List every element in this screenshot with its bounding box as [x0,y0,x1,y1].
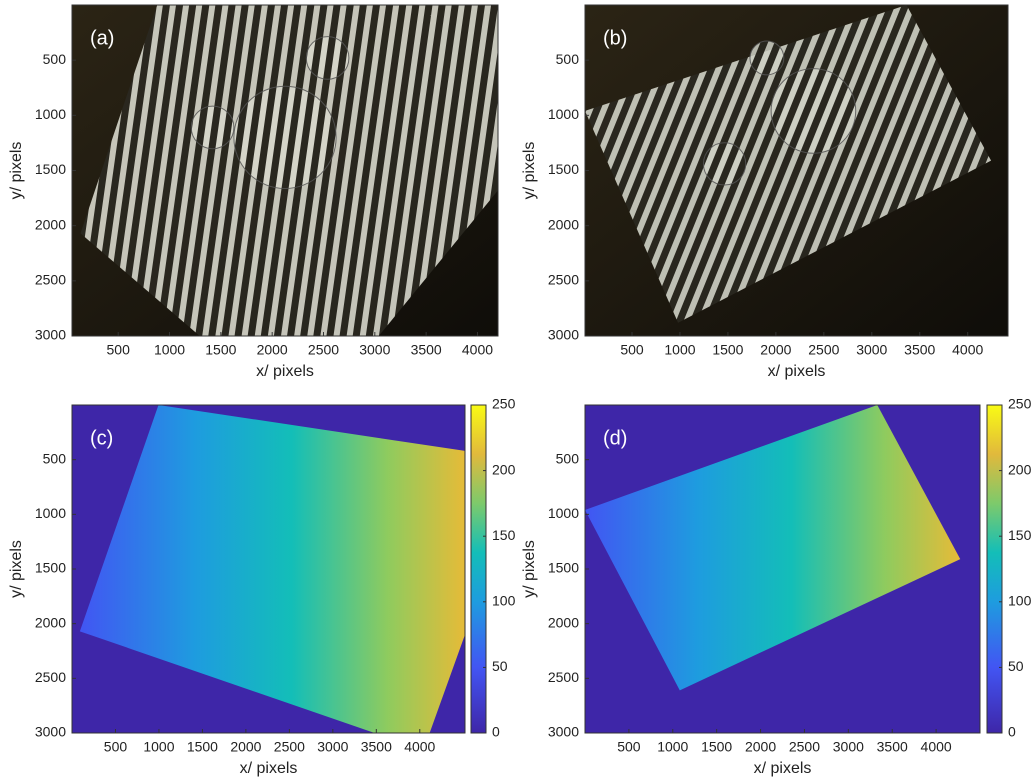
x-tick-label: 4000 [462,342,493,358]
y-tick-label: 500 [43,51,67,67]
colorbar-tick-label: 150 [1008,527,1032,543]
y-tick-label: 1000 [35,505,66,521]
x-tick-label: 1500 [187,739,218,755]
x-tick-label: 1000 [664,342,695,358]
y-tick-label: 2500 [35,272,66,288]
x-axis-label: x/ pixels [768,363,826,380]
colorbar-tick-label: 200 [1008,461,1032,477]
x-tick-label: 1500 [701,739,732,755]
y-tick-label: 2000 [35,216,66,232]
x-tick-label: 1000 [154,342,185,358]
x-tick-label: 500 [620,342,644,358]
x-tick-label: 2000 [760,342,791,358]
x-axis-label: x/ pixels [754,760,812,777]
figure: 5001000150020002500300035004000500100015… [0,0,1036,782]
colorbar-tick-label: 100 [492,593,516,609]
x-tick-label: 2500 [274,739,305,755]
y-tick-label: 1500 [548,161,579,177]
y-tick-label: 3000 [548,327,579,343]
panel-label: (a) [90,27,114,49]
y-tick-label: 2500 [35,669,66,685]
x-tick-label: 3000 [833,739,864,755]
x-tick-label: 1000 [657,739,688,755]
x-tick-label: 4000 [404,739,435,755]
colorbar-tick-label: 250 [1008,396,1032,412]
y-tick-label: 500 [556,51,580,67]
colorbar [471,405,486,733]
x-tick-label: 3500 [361,739,392,755]
y-tick-label: 1500 [35,161,66,177]
colorbar-tick-label: 250 [492,396,516,412]
x-tick-label: 3000 [317,739,348,755]
x-tick-label: 3500 [877,739,908,755]
colorbar-tick-label: 200 [492,461,516,477]
panel-label: (b) [603,27,627,49]
panel-label: (d) [603,427,627,449]
x-tick-label: 4000 [921,739,952,755]
x-tick-label: 500 [617,739,641,755]
x-tick-label: 500 [107,342,131,358]
panel: 500 1000 1500 2000 2500 3000 3500 4000 500 1000 15… [8,5,498,380]
y-tick-label: 1000 [548,106,579,122]
x-tick-label: 500 [104,739,128,755]
x-tick-label: 2500 [808,342,839,358]
y-tick-label: 500 [556,450,580,466]
x-axis-label: x/ pixels [256,363,314,380]
colorbar-tick-label: 50 [492,658,508,674]
x-tick-label: 3000 [359,342,390,358]
x-tick-label: 3000 [856,342,887,358]
y-tick-label: 500 [43,450,67,466]
object [771,69,856,154]
x-tick-label: 2000 [745,739,776,755]
object [191,106,234,149]
x-tick-label: 2500 [308,342,339,358]
colorbar [987,405,1002,733]
y-tick-label: 2000 [548,614,579,630]
x-tick-label: 3500 [411,342,442,358]
object [306,37,349,80]
x-tick-label: 3500 [904,342,935,358]
object [703,143,745,185]
x-tick-label: 4000 [952,342,983,358]
x-tick-label: 1500 [205,342,236,358]
x-tick-label: 2000 [257,342,288,358]
x-tick-label: 2500 [789,739,820,755]
y-tick-label: 3000 [35,724,66,740]
y-tick-label: 1500 [548,560,579,576]
colorbar-tick-label: 50 [1008,658,1024,674]
y-axis-label: y/ pixels [521,540,538,598]
y-tick-label: 1500 [35,560,66,576]
colorbar-tick-label: 0 [1008,724,1016,740]
colorbar-tick-label: 150 [492,527,516,543]
y-tick-label: 2000 [548,216,579,232]
colorbar-tick-label: 0 [492,724,500,740]
panel: 500 1000 1500 2000 2500 3000 3500 4000 500 1000 15… [521,5,1008,380]
x-tick-label: 2000 [230,739,261,755]
y-tick-label: 2500 [548,669,579,685]
y-tick-label: 1000 [35,106,66,122]
y-axis-label: y/ pixels [521,142,538,200]
x-tick-label: 1500 [712,342,743,358]
y-tick-label: 2000 [35,614,66,630]
object [234,86,336,188]
y-axis-label: y/ pixels [8,142,25,200]
y-tick-label: 2500 [548,272,579,288]
y-tick-label: 1000 [548,505,579,521]
y-tick-label: 3000 [548,724,579,740]
x-tick-label: 1000 [143,739,174,755]
object [750,41,784,75]
y-axis-label: y/ pixels [8,540,25,598]
x-axis-label: x/ pixels [240,760,298,777]
panel-label: (c) [90,427,113,449]
colorbar-tick-label: 100 [1008,593,1032,609]
y-tick-label: 3000 [35,327,66,343]
